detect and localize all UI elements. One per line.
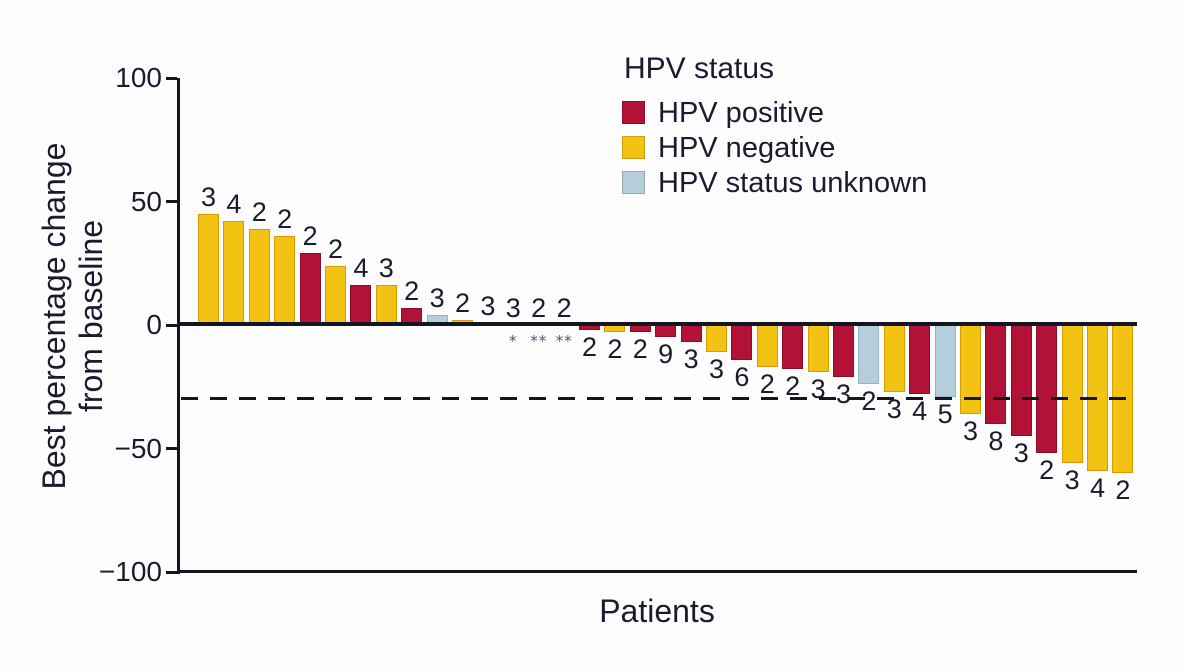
bar-value-label: 9	[658, 339, 674, 370]
y-tick-label: 50	[130, 185, 162, 217]
y-axis-line	[177, 78, 180, 574]
bar-value-label: 2	[454, 288, 471, 319]
bar-value-label: 2	[404, 275, 420, 306]
bar-value-label: 2	[327, 233, 344, 264]
y-tick-label: 0	[146, 309, 162, 340]
bar	[198, 213, 219, 325]
legend: HPV status HPV positive HPV negative HPV…	[622, 52, 927, 200]
bar	[680, 325, 702, 343]
bar	[858, 325, 880, 385]
legend-label: HPV positive	[658, 96, 825, 129]
bar	[223, 221, 245, 325]
bar-value-label: 2	[632, 334, 648, 365]
bar-value-label: 3	[708, 354, 725, 385]
y-tick-label: 100	[115, 62, 162, 93]
y-tick	[166, 570, 177, 574]
hpv-unknown-swatch	[622, 171, 645, 194]
bar	[248, 228, 270, 325]
bar	[350, 285, 372, 325]
bar-value-label: 5	[937, 398, 953, 429]
bar-footnote-marker: *	[509, 332, 518, 350]
bar-value-label: 2	[785, 371, 801, 402]
bar-value-label: 8	[988, 425, 1004, 456]
hpv-positive-swatch	[622, 101, 645, 124]
minus-100-baseline	[177, 570, 1137, 573]
legend-item-hpv-positive: HPV positive	[622, 95, 927, 130]
bar	[325, 265, 346, 325]
bar-value-label: 3	[1013, 438, 1029, 469]
y-tick-label: −100	[98, 556, 162, 587]
bar	[960, 325, 981, 414]
bar	[731, 325, 753, 360]
bar-value-label: 2	[607, 334, 623, 365]
x-axis-title: Patients	[599, 593, 715, 629]
bar	[934, 325, 956, 397]
y-tick	[166, 200, 177, 203]
bar	[1010, 325, 1032, 437]
hpv-negative-swatch	[622, 136, 645, 159]
bar-value-label: 4	[1089, 472, 1106, 503]
bar	[299, 253, 321, 325]
bar-value-label: 6	[734, 361, 750, 392]
y-tick-label: −50	[114, 432, 163, 464]
bar	[655, 325, 677, 338]
bar-value-label: 2	[759, 368, 775, 399]
bar-value-label: 2	[1039, 455, 1055, 486]
bar-value-label: 2	[861, 386, 877, 417]
bar-value-label: 2	[581, 331, 598, 362]
legend-item-hpv-unknown: HPV status unknown	[622, 165, 927, 200]
bar-value-label: 3	[429, 283, 445, 314]
bar	[756, 325, 778, 367]
bar	[1061, 325, 1083, 464]
bar-value-label: 3	[480, 290, 496, 321]
zero-baseline	[177, 322, 1137, 326]
bar-value-label: 2	[251, 196, 267, 227]
legend-item-hpv-negative: HPV negative	[622, 130, 927, 165]
bar	[782, 325, 804, 370]
legend-label: HPV negative	[658, 131, 836, 164]
y-tick	[166, 447, 177, 450]
bar	[629, 325, 651, 333]
bar	[909, 325, 931, 395]
bar-footnote-marker: **	[555, 332, 573, 350]
bar-value-label: 3	[378, 253, 394, 284]
bar	[604, 325, 626, 333]
y-tick	[166, 76, 177, 80]
bar-value-label: 4	[912, 396, 928, 427]
bar	[274, 236, 296, 325]
bar-value-label: 2	[302, 221, 318, 252]
bar-value-label: 4	[353, 253, 369, 284]
bar	[807, 325, 829, 372]
bar-value-label: 2	[277, 204, 293, 235]
bar-value-label: 3	[810, 373, 826, 404]
bar-footnote-marker: **	[530, 332, 548, 350]
legend-label: HPV status unknown	[658, 166, 928, 199]
bar-value-label: 3	[505, 293, 521, 323]
bar-value-label: 2	[531, 293, 547, 323]
bar	[883, 325, 905, 392]
bar-value-label: 2	[556, 293, 572, 323]
bar	[375, 285, 397, 325]
bar	[833, 325, 854, 377]
bar	[985, 325, 1007, 424]
bar-value-label: 3	[886, 393, 902, 424]
bar	[706, 325, 727, 353]
bar-value-label: 3	[962, 415, 979, 446]
y-tick	[166, 323, 177, 327]
bar-value-label: 2	[1115, 475, 1131, 506]
bar-value-label: 3	[1064, 465, 1080, 496]
bar-value-label: 3	[200, 181, 217, 212]
bar-value-label: 4	[226, 189, 242, 220]
bar-value-label: 3	[835, 378, 852, 409]
minus-30-reference-line	[181, 397, 1137, 400]
bar	[1036, 325, 1058, 454]
bar-value-label: 3	[683, 344, 699, 375]
legend-title: HPV status	[624, 52, 775, 85]
